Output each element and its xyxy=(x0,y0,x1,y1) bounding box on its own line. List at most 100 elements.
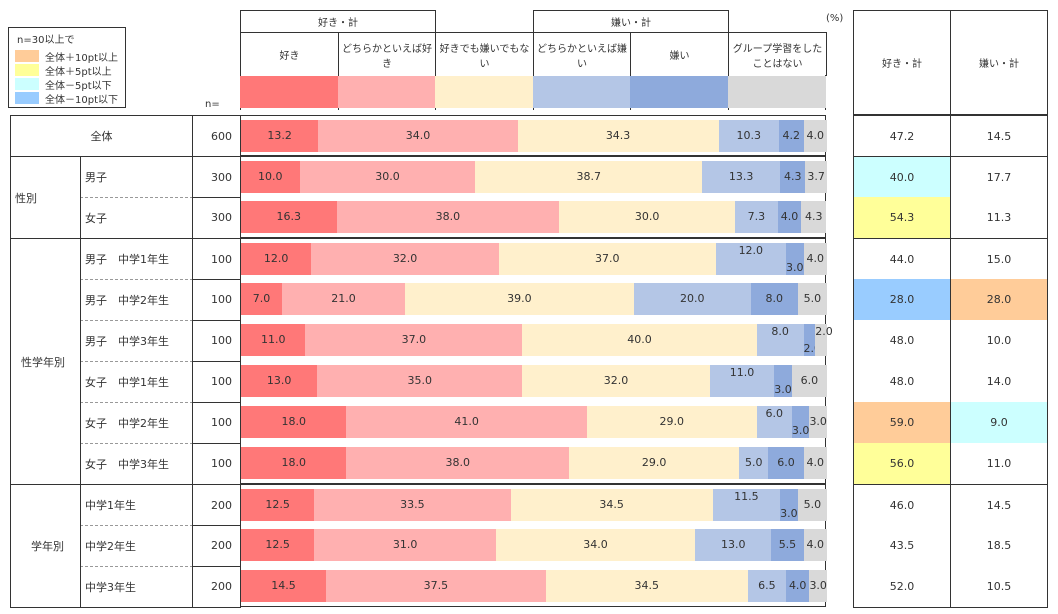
bar-segment-2 xyxy=(305,324,523,356)
bar-segment-3 xyxy=(522,365,710,397)
legend-item: 全体－10pt以下 xyxy=(9,91,125,106)
bar-segment-6 xyxy=(797,283,827,315)
row-label: 女子 中学1年生 xyxy=(80,361,193,403)
series-header: どちらかといえば嫌い xyxy=(533,32,631,76)
bar-segment-2 xyxy=(318,120,518,152)
bar-segment-1 xyxy=(241,489,315,521)
bar-segment-4 xyxy=(633,283,751,315)
bar-row: 12.5 33.5 34.5 11.5 3.0 5.0 xyxy=(240,484,827,525)
bar-segment-3 xyxy=(495,529,696,561)
bar-row: 16.3 38.0 30.0 7.3 4.0 4.3 xyxy=(240,197,827,238)
bar-row: 11.0 37.0 40.0 8.0 2.0 2.0 xyxy=(240,320,833,361)
bar-segment-2 xyxy=(299,161,476,193)
row-n: 100 xyxy=(192,279,241,321)
bar-value-label: 4.0 xyxy=(788,579,807,592)
summary-dislike: 11.0 xyxy=(950,443,1048,485)
bar-segment-6 xyxy=(803,120,827,152)
series-header: どちらかといえば好き xyxy=(338,32,436,76)
group-label: 性学年別 xyxy=(10,238,81,485)
summary-dislike: 17.7 xyxy=(950,156,1048,198)
bar-segment-5 xyxy=(750,283,798,315)
bar-value-label: 4.3 xyxy=(783,170,802,183)
bar-value-label: 4.3 xyxy=(805,210,823,223)
bar-value-label: 7.0 xyxy=(252,292,271,305)
bar-segment-5 xyxy=(780,161,806,193)
bar-segment-4 xyxy=(747,570,786,602)
row-label: 中学3年生 xyxy=(80,566,193,608)
bar-value-label: 6.5 xyxy=(758,579,776,592)
group-header: 好き・計 xyxy=(240,10,436,33)
bar-row: 13.0 35.0 32.0 11.0 3.0 6.0 xyxy=(240,361,827,402)
legend-label: 全体＋5pt以上 xyxy=(45,66,112,78)
bar-value-label: 3.0 xyxy=(774,383,792,396)
bar-row: 18.0 41.0 29.0 6.0 3.0 3.0 xyxy=(240,402,827,443)
legend-label: 全体－5pt以下 xyxy=(45,80,112,92)
bar-value-label: 3.0 xyxy=(809,415,827,428)
bar-segment-1 xyxy=(241,365,318,397)
bar-segment-5 xyxy=(785,570,810,602)
bar-value-label: 33.5 xyxy=(400,498,425,511)
row-n: 100 xyxy=(192,443,241,485)
legend-item: 全体＋5pt以上 xyxy=(9,63,125,78)
bar-segment-5 xyxy=(778,120,804,152)
bar-value-label: 3.0 xyxy=(786,261,804,274)
bar-segment-2 xyxy=(311,243,499,275)
summary-like: 59.0 xyxy=(853,402,951,444)
bar-row: 10.0 30.0 38.7 13.3 4.3 3.7 xyxy=(240,156,827,197)
bar-segment-6 xyxy=(791,365,827,397)
series-header: 好き xyxy=(240,32,339,76)
row-label: 男子 中学2年生 xyxy=(80,279,193,321)
bar-value-label: 4.2 xyxy=(782,129,800,142)
bar-value-label: 3.0 xyxy=(780,507,798,520)
series-swatch xyxy=(533,76,630,108)
series-header: 嫌い xyxy=(630,32,729,76)
bar-value-label: 40.0 xyxy=(627,333,652,346)
bar-segment-3 xyxy=(545,570,748,602)
bar-value-label: 13.3 xyxy=(728,170,754,183)
bar-value-label: 8.0 xyxy=(771,325,789,338)
bar-segment-1 xyxy=(241,243,312,275)
bar-segment-5 xyxy=(771,529,804,561)
legend-title: n=30以上で xyxy=(17,35,75,46)
bar-value-label: 38.0 xyxy=(445,456,471,469)
bar-segment-1 xyxy=(241,447,347,479)
bar-value-label: 30.0 xyxy=(375,170,400,183)
row-label: 男子 中学3年生 xyxy=(80,320,193,362)
bar-value-label: 3.7 xyxy=(807,170,825,183)
legend-label: 全体＋10pt以上 xyxy=(45,52,118,64)
unit-label: (%) xyxy=(826,13,844,24)
bar-value-label: 32.0 xyxy=(603,374,629,387)
bar-row: 13.2 34.0 34.3 10.3 4.2 4.0 xyxy=(240,115,827,156)
bar-value-label: 35.0 xyxy=(407,374,432,387)
summary-dislike: 10.5 xyxy=(950,566,1048,608)
bar-value-label: 18.0 xyxy=(281,415,306,428)
bar-value-label: 4.0 xyxy=(806,129,825,142)
bar-value-label: 14.5 xyxy=(271,579,296,592)
bar-value-label: 37.0 xyxy=(401,333,427,346)
bar-segment-1 xyxy=(241,324,306,356)
bar-segment-1 xyxy=(241,120,319,152)
summary-dislike: 28.0 xyxy=(950,279,1048,321)
bar-value-label: 6.0 xyxy=(765,407,784,420)
bar-value-label: 12.0 xyxy=(263,252,289,265)
series-header: 好きでも嫌いでもない xyxy=(435,32,534,76)
bar-segment-3 xyxy=(475,161,703,193)
row-n: 300 xyxy=(192,156,241,198)
bar-segment-3 xyxy=(522,324,757,356)
row-n: 100 xyxy=(192,361,241,403)
bar-segment-1 xyxy=(241,283,283,315)
row-label: 中学2年生 xyxy=(80,525,193,567)
bar-segment-4 xyxy=(712,489,781,521)
bar-value-label: 6.0 xyxy=(777,456,795,469)
row-n: 100 xyxy=(192,320,241,362)
bar-segment-4 xyxy=(734,201,778,233)
row-n: 200 xyxy=(192,525,241,567)
summary-dislike: 15.0 xyxy=(950,238,1048,280)
bar-value-label: 12.5 xyxy=(265,538,290,551)
legend-swatch xyxy=(15,64,39,76)
series-swatch xyxy=(338,76,435,108)
bar-value-label: 12.5 xyxy=(265,498,290,511)
bar-value-label: 39.0 xyxy=(507,292,532,305)
bar-segment-4 xyxy=(695,529,772,561)
row-label: 女子 中学3年生 xyxy=(80,443,193,485)
